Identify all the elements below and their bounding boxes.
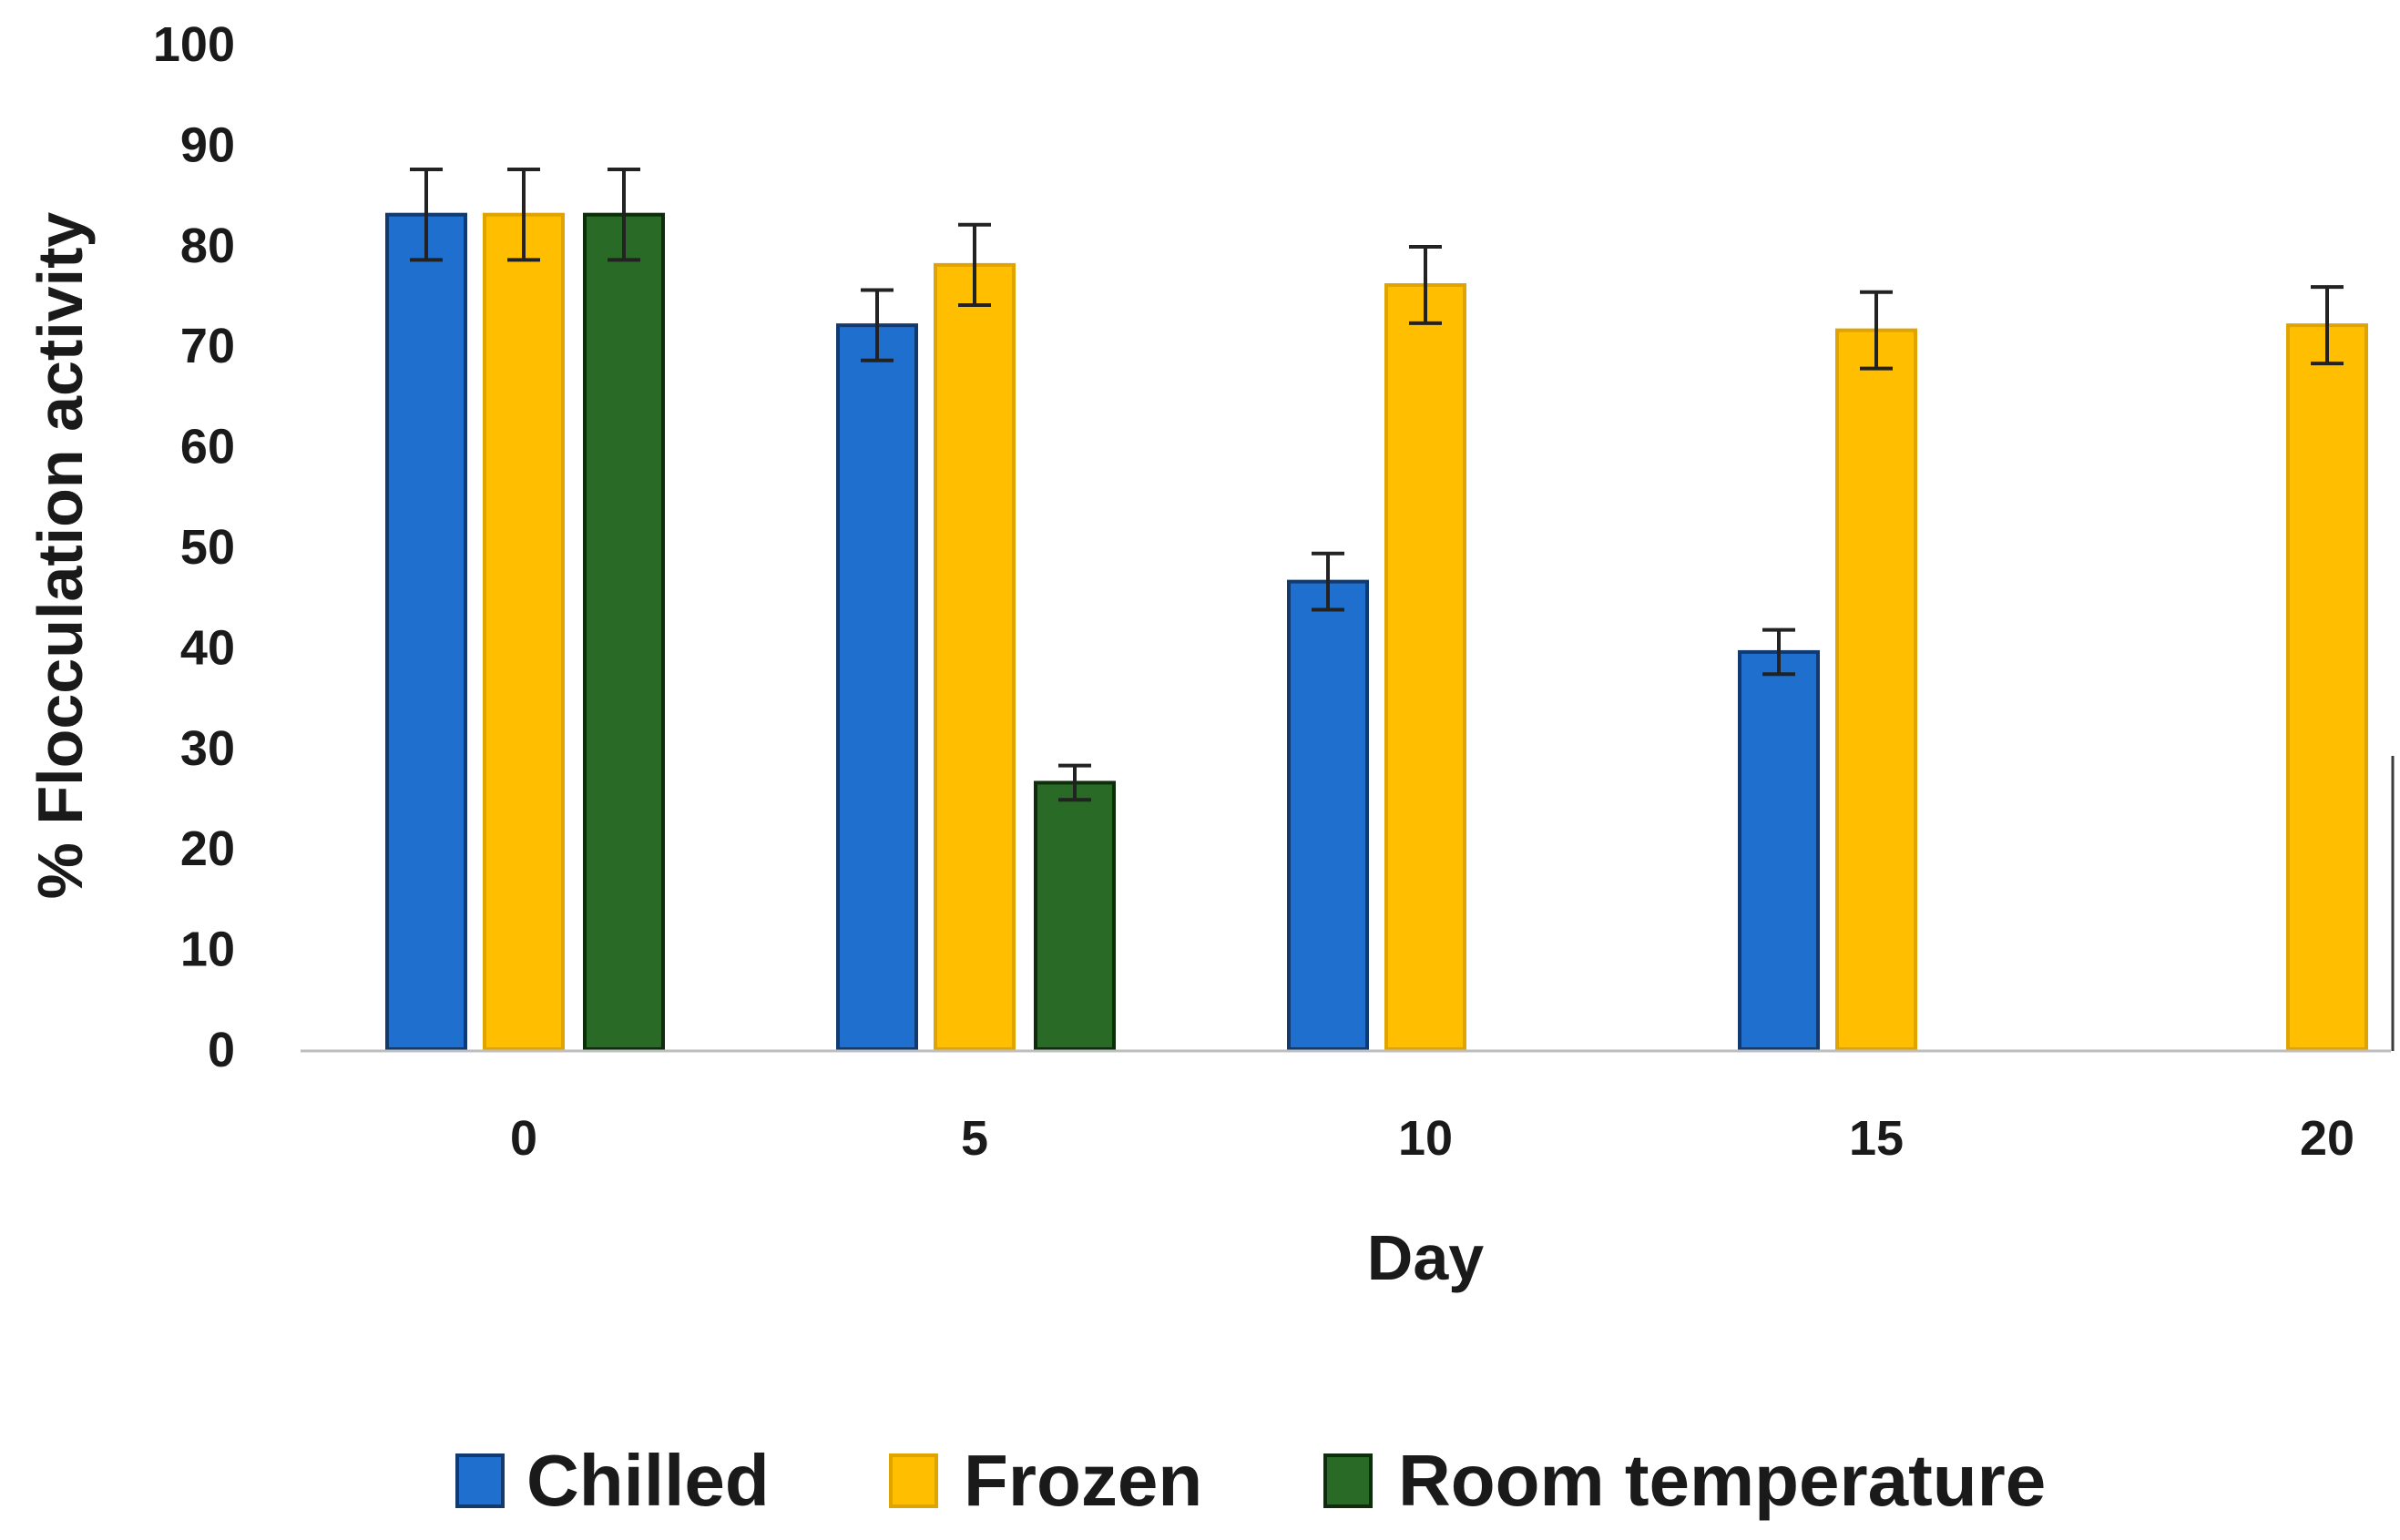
error-bar-frozen-day-10 [1409, 245, 1442, 325]
error-bar-room-temperature-day-5 [1058, 763, 1091, 802]
bar-chilled-day-15 [1738, 649, 1820, 1051]
bar-frozen-day-10 [1384, 282, 1466, 1051]
bar-room-temperature-day-5 [1034, 780, 1116, 1051]
error-bar-frozen-day-15 [1860, 290, 1893, 371]
error-bars [410, 168, 2344, 802]
error-bar-chilled-day-0 [410, 168, 443, 262]
bar-room-temperature-day-0 [583, 212, 665, 1051]
legend-swatch [455, 1453, 505, 1508]
legend: Chilled Frozen Room temperature [455, 1440, 2046, 1521]
y-axis-title: % Flocculation activity [25, 212, 96, 900]
y-tick-label: 10 [180, 923, 235, 977]
y-tick-label: 0 [208, 1023, 235, 1077]
x-tick-label: 0 [510, 1111, 537, 1166]
error-bar-chilled-day-5 [861, 288, 894, 362]
legend-label: Room temperature [1398, 1440, 2046, 1521]
x-tick-label: 5 [961, 1111, 988, 1166]
x-tick-label: 10 [1398, 1111, 1453, 1166]
bar-frozen-day-0 [483, 212, 565, 1051]
legend-item-chilled: Chilled [455, 1440, 770, 1521]
bar-frozen-day-20 [2286, 323, 2368, 1051]
x-axis-title: Day [1367, 1222, 1484, 1293]
error-bar-frozen-day-20 [2311, 285, 2344, 366]
y-tick-label: 50 [180, 520, 235, 575]
error-bar-chilled-day-10 [1312, 551, 1344, 612]
y-tick-label: 90 [180, 117, 235, 172]
x-tick-label: 20 [2300, 1111, 2354, 1166]
legend-swatch [1323, 1453, 1373, 1508]
legend-label: Chilled [526, 1440, 770, 1521]
bar-frozen-day-5 [934, 262, 1016, 1051]
y-tick-label: 40 [180, 620, 235, 675]
bar-frozen-day-15 [1835, 328, 1917, 1051]
x-axis-ticks: 0 5 10 15 20 [510, 1111, 2354, 1166]
y-tick-label: 80 [180, 219, 235, 273]
bar-chilled-day-5 [836, 323, 918, 1051]
error-bar-frozen-day-0 [507, 168, 540, 262]
y-tick-label: 20 [180, 821, 235, 876]
y-tick-label: 70 [180, 319, 235, 373]
legend-item-frozen: Frozen [889, 1440, 1202, 1521]
legend-swatch [889, 1453, 938, 1508]
legend-label: Frozen [964, 1440, 1202, 1521]
y-tick-label: 100 [153, 17, 235, 72]
y-tick-label: 60 [180, 420, 235, 474]
error-bar-room-temperature-day-0 [608, 168, 640, 262]
y-axis-ticks: 0 10 20 30 40 50 60 70 80 90 100 [153, 17, 235, 1077]
error-bar-frozen-day-5 [958, 222, 991, 308]
x-tick-label: 15 [1849, 1111, 1904, 1166]
bars [385, 212, 2368, 1051]
bar-chilled-day-0 [385, 212, 467, 1051]
error-bar-chilled-day-15 [1762, 627, 1795, 677]
legend-item-room-temperature: Room temperature [1323, 1440, 2046, 1521]
bar-chilled-day-10 [1287, 579, 1369, 1051]
y-tick-label: 30 [180, 721, 235, 776]
